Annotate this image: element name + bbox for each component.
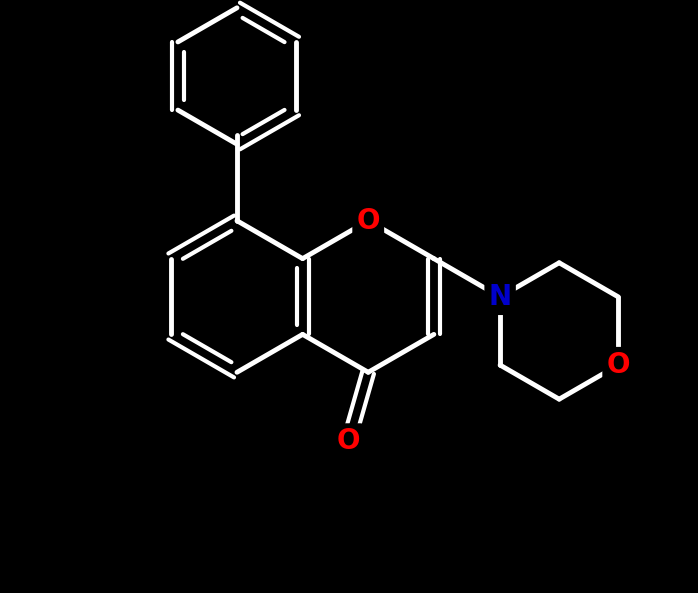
Text: O: O	[336, 428, 360, 455]
Text: N: N	[489, 283, 512, 311]
Text: O: O	[607, 351, 630, 379]
Text: O: O	[357, 207, 380, 235]
